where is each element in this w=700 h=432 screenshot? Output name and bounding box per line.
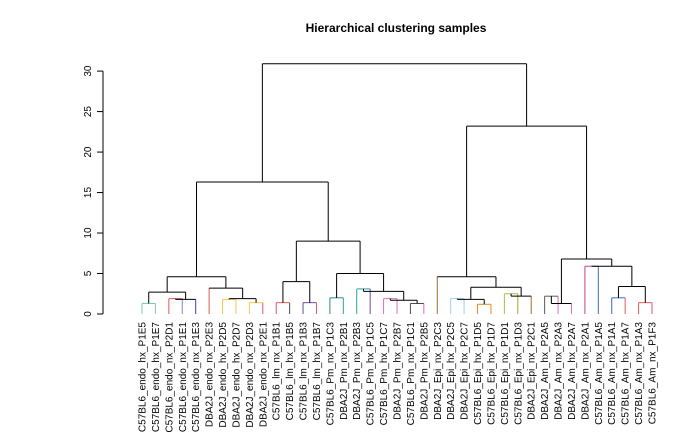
- leaf-label: C57BL6_lm_hx_P1B5: [285, 322, 296, 421]
- y-tick-label: 15: [83, 187, 94, 199]
- leaf-label: DBA2J_Pm_nx_P2B1: [339, 322, 350, 420]
- leaf-label: DBA2J_Epi_nx_P2C3: [433, 322, 444, 420]
- leaf-label: C57BL6_Pm_hx_P1C5: [366, 322, 377, 426]
- leaf-label: C57BL6_lm_nx_P1B3: [299, 322, 310, 421]
- leaf-label: C57BL6_Epi_nx_P1D3: [513, 322, 524, 425]
- leaf-label: DBA2J_endo_hx_P2D5: [218, 322, 229, 428]
- y-tick-label: 30: [83, 65, 94, 77]
- leaf-label: DBA2J_Epi_hx_P2C7: [460, 322, 471, 420]
- y-tick-label: 25: [83, 106, 94, 118]
- leaf-label: C57BL6_Am_nx_P1A5: [594, 322, 605, 425]
- leaf-label: C57BL6_Am_nx_P1A1: [607, 322, 618, 425]
- y-tick-label: 20: [83, 146, 94, 158]
- leaf-label: C57BL6_Epi_hx_P1D5: [473, 322, 484, 425]
- leaf-label: DBA2J_Am_hx_P2A5: [540, 322, 551, 420]
- dendrogram-tree: [141, 63, 653, 314]
- leaf-label: C57BL6_Epi_hx_P1D7: [486, 322, 497, 425]
- leaf-label: DBA2J_Pm_hx_P2B5: [419, 322, 430, 420]
- leaf-label: C57BL6_Am_nx_P1F3: [648, 322, 659, 425]
- y-tick-label: 0: [83, 311, 94, 317]
- leaf-label: C57BL6_lm_nx_P1B1: [272, 322, 283, 421]
- leaf-label: C57BL6_Pm_nx_P1C1: [406, 322, 417, 426]
- leaf-label: DBA2J_Pm_hx_P2B7: [393, 322, 404, 420]
- leaf-label: C57BL6_Pm_nx_P1C3: [325, 322, 336, 426]
- leaf-label: DBA2J_endo_nx_P2E3: [205, 322, 216, 428]
- y-axis: 0 5 10 15 20 25 30: [83, 65, 104, 317]
- leaf-label: DBA2J_endo_nx_P2D3: [245, 322, 256, 428]
- y-tick-label: 10: [83, 227, 94, 239]
- leaf-label: DBA2J_endo_hx_P2D7: [231, 322, 242, 428]
- leaf-label: DBA2J_Epi_nx_P2C1: [527, 322, 538, 420]
- leaf-label: DBA2J_Am_hx_P2A7: [567, 322, 578, 420]
- leaf-label: C57BL6_Am_nx_P1A3: [634, 322, 645, 425]
- y-tick-label: 5: [83, 270, 94, 276]
- leaf-label: C57BL6_endo_nx_P1E3: [191, 322, 202, 432]
- leaf-label: C57BL6_Pm_hx_P1C7: [379, 322, 390, 426]
- leaf-label: DBA2J_Epi_hx_P2C5: [446, 322, 457, 420]
- leaf-label: C57BL6_Epi_nx_P1D1: [500, 322, 511, 425]
- leaf-label: DBA2J_Pm_nx_P2B3: [352, 322, 363, 420]
- leaf-label: C57BL6_endo_hx_P1E7: [151, 322, 162, 432]
- leaf-label: DBA2J_Am_nx_P2A3: [554, 322, 565, 420]
- leaf-label: DBA2J_Am_nx_P2A1: [580, 322, 591, 420]
- chart-title: Hierarchical clustering samples: [306, 21, 487, 35]
- leaf-label: DBA2J_endo_nx_P2E1: [258, 322, 269, 428]
- leaf-label: C57BL6_Am_hx_P1A7: [621, 322, 632, 425]
- leaf-label: C57BL6_endo_hx_P1E5: [138, 322, 149, 432]
- leaf-labels: C57BL6_endo_hx_P1E5 C57BL6_endo_hx_P1E7 C5…: [138, 322, 659, 432]
- leaf-label: C57BL6_endo_nx_P2D1: [164, 322, 175, 432]
- leaf-label: C57BL6_lm_hx_P1B7: [312, 322, 323, 421]
- leaf-label: C57BL6_endo_nx_P1E1: [178, 322, 189, 432]
